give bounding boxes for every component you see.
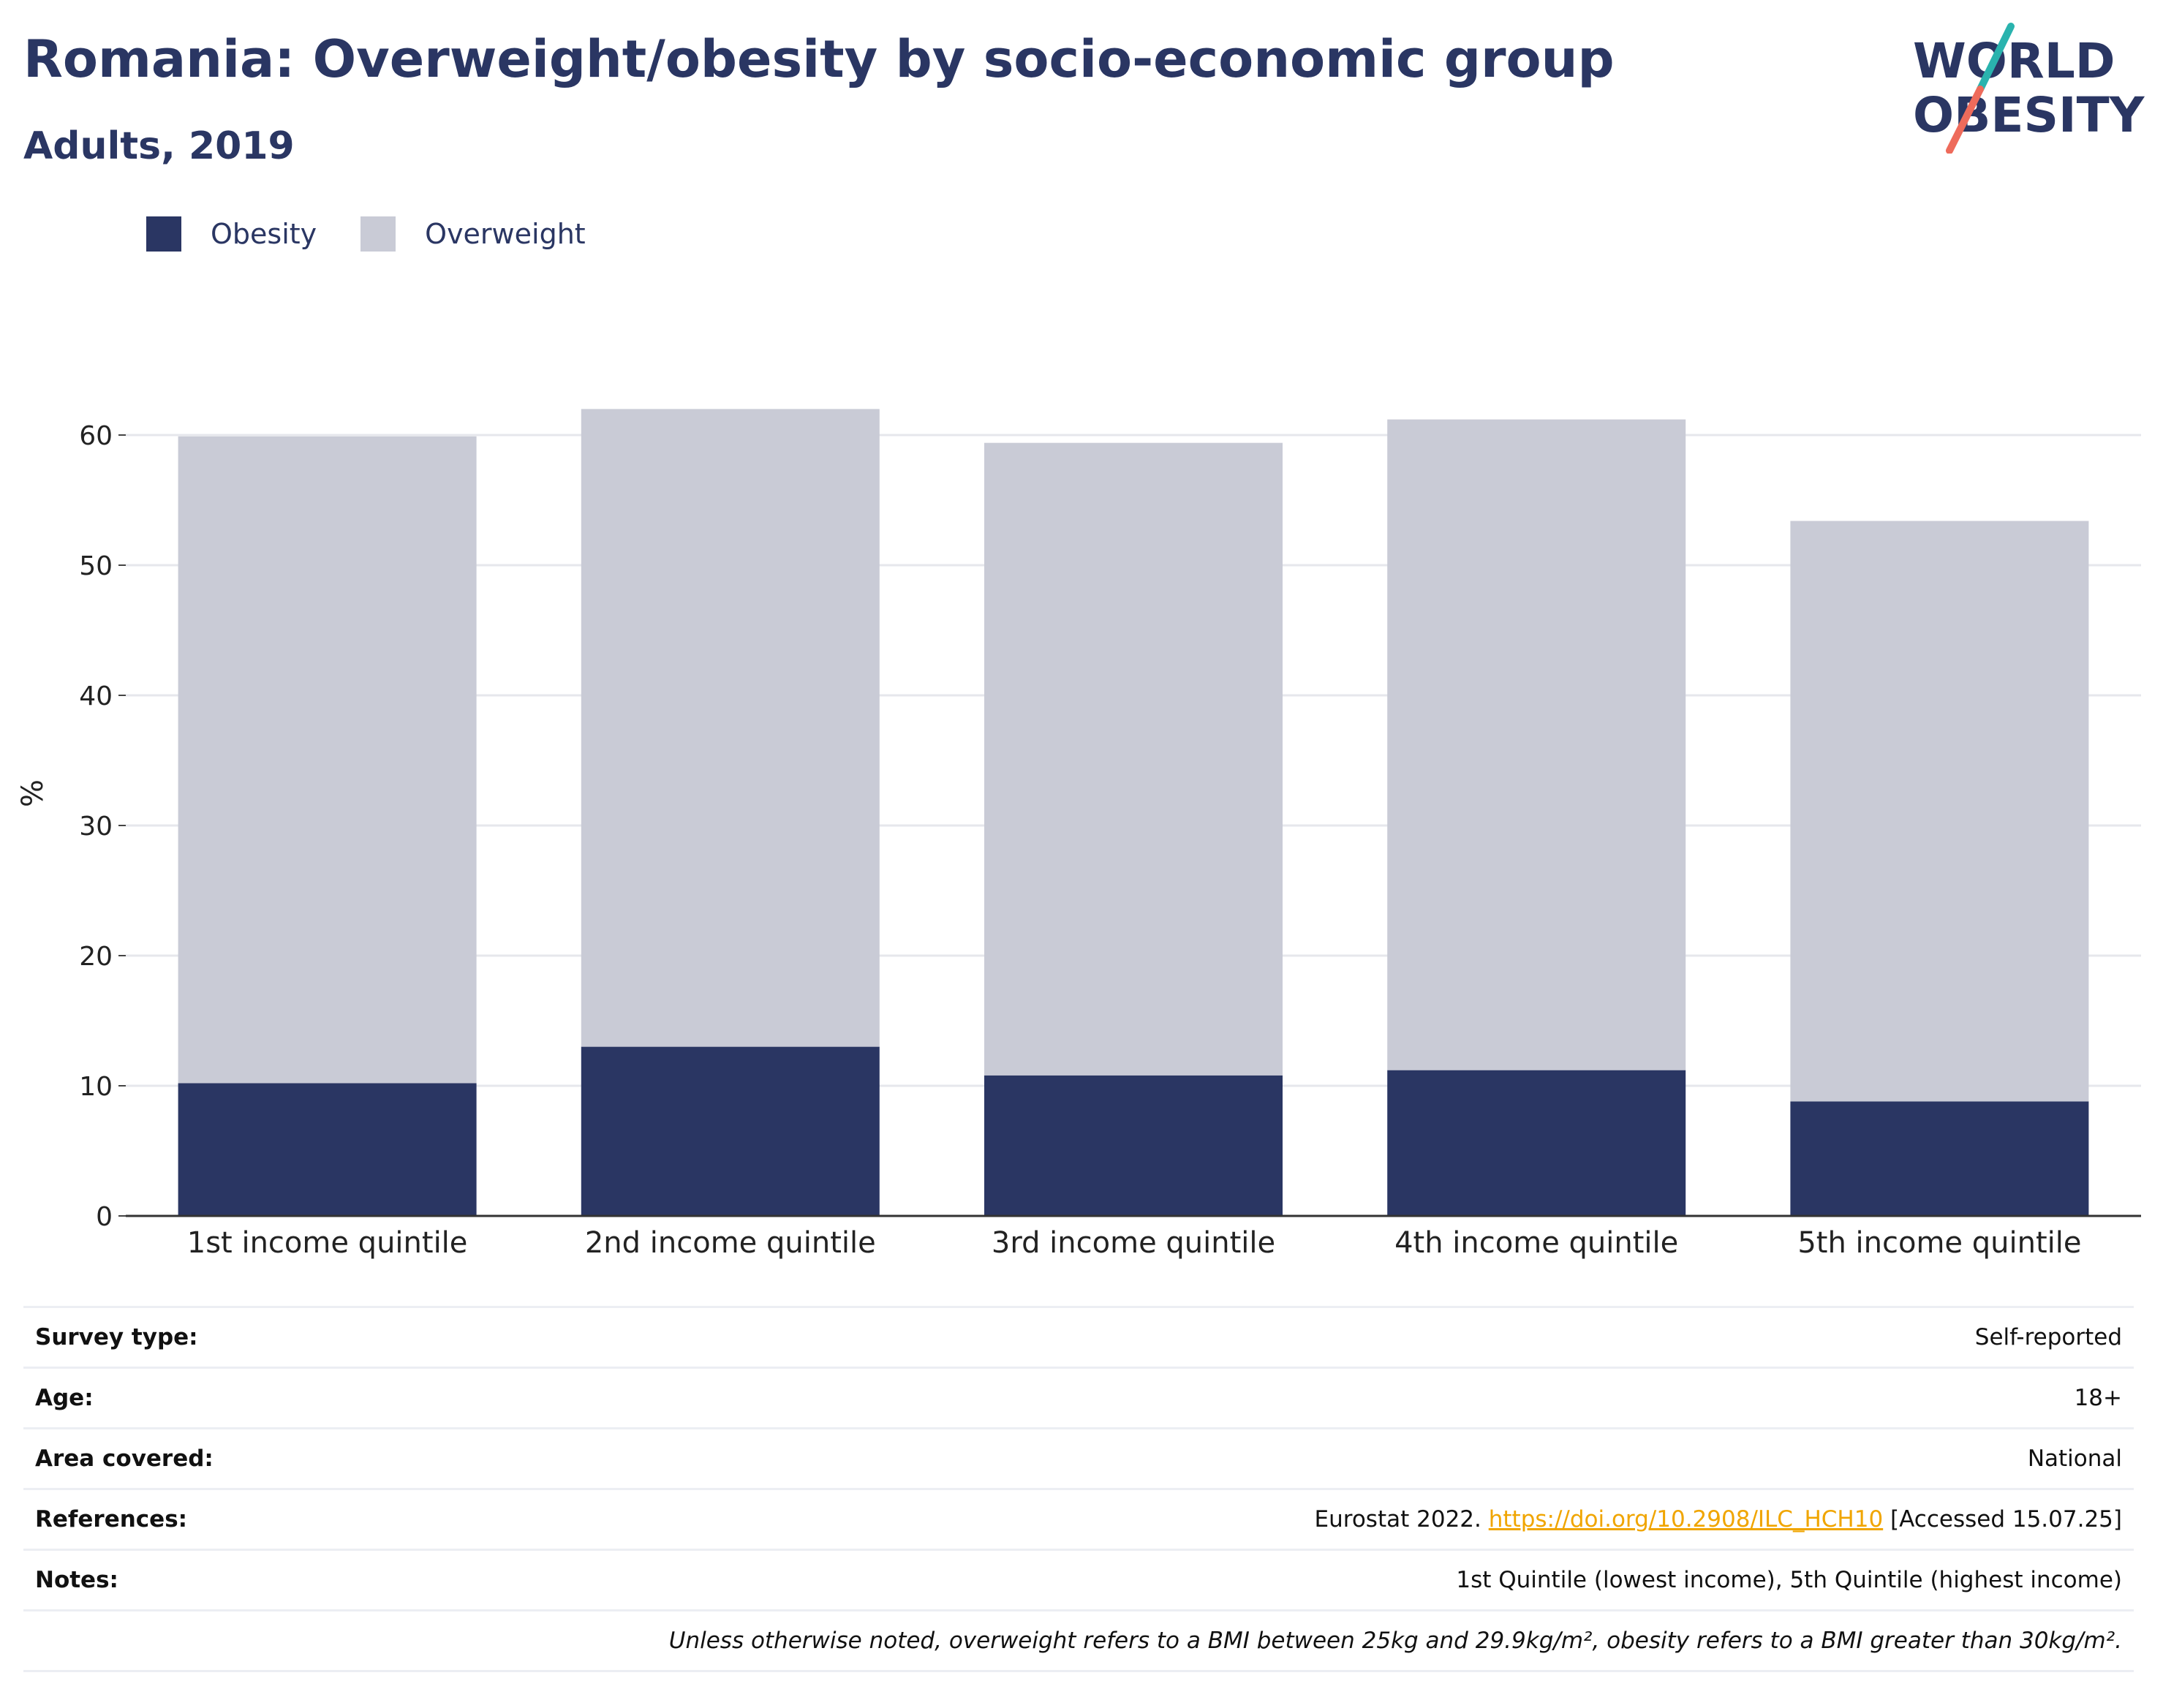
legend-label-obesity: Obesity: [211, 218, 317, 250]
meta-value-references: Eurostat 2022. https://doi.org/10.2908/I…: [276, 1488, 2134, 1550]
meta-key-survey-type: Survey type:: [23, 1306, 277, 1368]
logo-line-2: OBESITY: [1913, 87, 2145, 143]
logo-slash-teal: [1977, 23, 2015, 93]
meta-key-notes: Notes:: [23, 1549, 277, 1611]
meta-row-age: Age: 18+: [23, 1367, 2134, 1429]
logo-slash-coral: [1946, 86, 1984, 154]
reference-accessed: [Accessed 15.07.25]: [1883, 1506, 2122, 1533]
world-obesity-logo: WORLD OBESITY: [1913, 23, 2145, 154]
bar-chart: 0 10 20 30 40 50 60 1st income quintile 2nd inc…: [16, 409, 2141, 1260]
legend: Obesity Overweight: [146, 216, 630, 252]
legend-label-overweight: Overweight: [425, 218, 586, 250]
meta-row-references: References: Eurostat 2022. https://doi.o…: [23, 1488, 2134, 1550]
bar-obesity-1[interactable]: [178, 1083, 477, 1216]
logo-line-1: WORLD: [1913, 33, 2115, 89]
y-axis-label: %: [16, 779, 50, 807]
reference-source: Eurostat 2022.: [1314, 1506, 1489, 1533]
meta-key-age: Age:: [23, 1367, 277, 1429]
bar-overweight-4[interactable]: [1387, 419, 1686, 1070]
y-tick-label: 60: [79, 421, 113, 451]
meta-value-age: 18+: [276, 1367, 2134, 1429]
legend-item-obesity[interactable]: Obesity: [146, 216, 317, 252]
meta-row-footnote: Unless otherwise noted, overweight refer…: [23, 1609, 2134, 1672]
x-category-label: 5th income quintile: [1797, 1226, 2081, 1260]
y-tick-label: 0: [96, 1202, 113, 1232]
meta-value-survey-type: Self-reported: [276, 1306, 2134, 1368]
bar-obesity-4[interactable]: [1387, 1070, 1686, 1216]
y-tick-label: 30: [79, 812, 113, 842]
y-tick-label: 40: [79, 681, 113, 711]
bar-overweight-5[interactable]: [1790, 521, 2089, 1102]
reference-link[interactable]: https://doi.org/10.2908/ILC_HCH10: [1488, 1506, 1884, 1533]
bar-obesity-3[interactable]: [984, 1075, 1283, 1216]
y-axis-ticks: 0 10 20 30 40 50 60: [79, 421, 126, 1232]
legend-swatch-overweight: [360, 216, 396, 252]
legend-swatch-obesity: [146, 216, 181, 252]
y-tick-label: 50: [79, 551, 113, 581]
x-axis-categories: 1st income quintile 2nd income quintile 3r…: [126, 1214, 2141, 1260]
bar-overweight-2[interactable]: [581, 409, 880, 1047]
meta-row-notes: Notes: 1st Quintile (lowest income), 5th…: [23, 1549, 2134, 1611]
meta-row-survey-type: Survey type: Self-reported: [23, 1306, 2134, 1368]
bar-obesity-2[interactable]: [581, 1046, 880, 1216]
chart-subtitle: Adults, 2019: [23, 124, 295, 168]
x-category-label: 3rd income quintile: [992, 1226, 1275, 1260]
meta-key-area: Area covered:: [23, 1427, 277, 1489]
bmi-footnote: Unless otherwise noted, overweight refer…: [276, 1609, 2134, 1672]
metadata-table: Survey type: Self-reported Age: 18+ Area…: [23, 1306, 2134, 1672]
legend-item-overweight[interactable]: Overweight: [360, 216, 586, 252]
bar-overweight-3[interactable]: [984, 442, 1283, 1076]
chart-title: Romania: Overweight/obesity by socio-eco…: [23, 29, 1615, 89]
x-category-label: 1st income quintile: [187, 1226, 468, 1260]
meta-key-references: References:: [23, 1488, 277, 1550]
bar-overweight-1[interactable]: [178, 436, 477, 1084]
meta-row-area: Area covered: National: [23, 1427, 2134, 1489]
x-category-label: 4th income quintile: [1394, 1226, 1678, 1260]
y-tick-label: 10: [79, 1072, 113, 1102]
bars: [178, 409, 2089, 1216]
y-tick-label: 20: [79, 942, 113, 972]
meta-value-area: National: [276, 1427, 2134, 1489]
meta-value-notes: 1st Quintile (lowest income), 5th Quinti…: [276, 1549, 2134, 1611]
x-category-label: 2nd income quintile: [585, 1226, 876, 1260]
bar-obesity-5[interactable]: [1790, 1101, 2089, 1216]
